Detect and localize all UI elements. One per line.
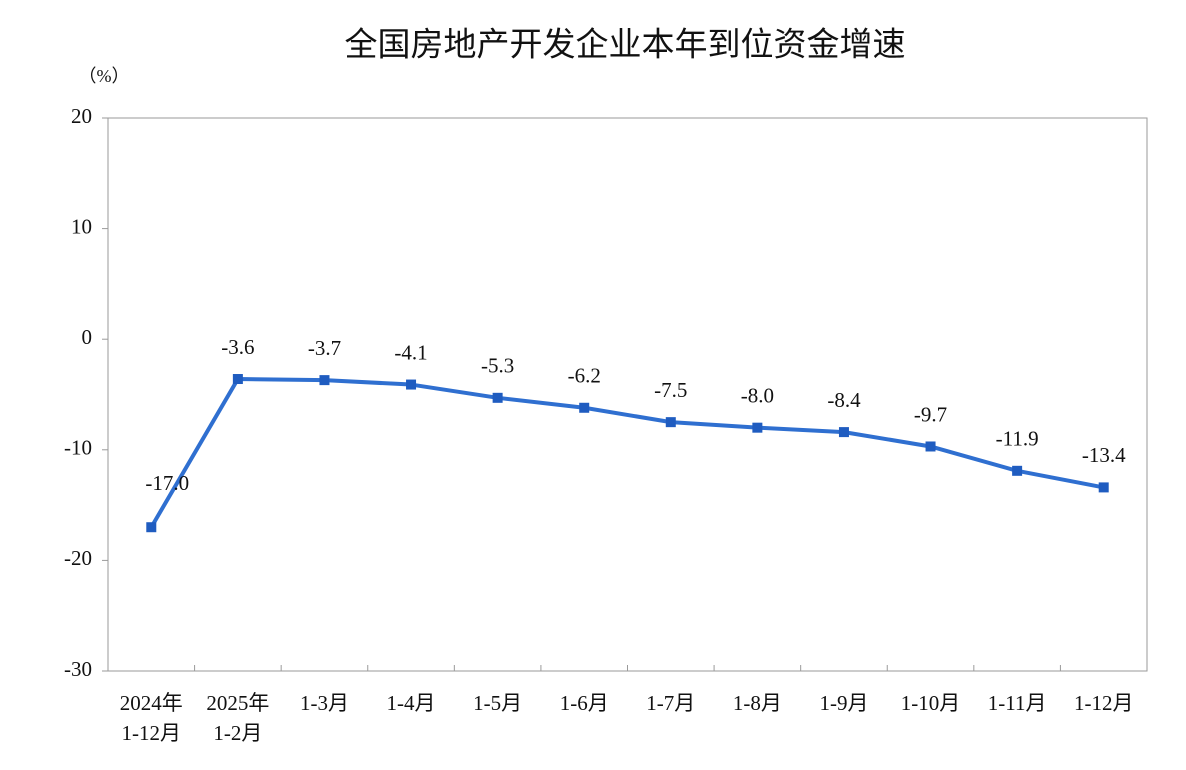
data-label: -13.4 xyxy=(1082,443,1126,467)
data-label: -3.7 xyxy=(308,336,341,360)
chart-title: 全国房地产开发企业本年到位资金增速 xyxy=(345,25,906,64)
marker xyxy=(665,417,676,428)
data-label: -6.2 xyxy=(568,364,601,388)
data-label: -8.0 xyxy=(741,383,774,407)
marker xyxy=(1012,465,1023,476)
y-tick-label: 10 xyxy=(71,214,92,238)
marker xyxy=(925,441,936,452)
y-tick-label: -30 xyxy=(64,657,92,681)
plot-frame xyxy=(107,117,1148,672)
line xyxy=(149,377,1105,529)
marker xyxy=(579,402,590,413)
marker xyxy=(838,427,849,438)
y-unit-label: （%） xyxy=(79,66,130,86)
y-tick-label: 0 xyxy=(82,325,93,349)
x-tick-label: 1-5月 xyxy=(473,691,523,715)
x-tick-label: 2024年 1-12月 xyxy=(119,691,183,745)
data-label: -3.6 xyxy=(221,335,254,359)
data-label: -4.1 xyxy=(394,340,427,364)
marker xyxy=(232,374,243,385)
data-label: -8.4 xyxy=(827,388,861,412)
x-tick-label: 1-3月 xyxy=(299,691,349,715)
x-tick-label: 1-4月 xyxy=(386,691,436,715)
marker xyxy=(492,392,503,403)
y-tick-label: -10 xyxy=(64,436,92,460)
data-label: -9.7 xyxy=(914,402,947,426)
data-label: -17.0 xyxy=(145,471,189,495)
marker xyxy=(752,422,763,433)
data-label: -7.5 xyxy=(654,378,687,402)
marker xyxy=(406,379,417,390)
marker xyxy=(146,522,157,533)
data-label: -5.3 xyxy=(481,354,514,378)
x-tick-label: 1-9月 xyxy=(819,691,869,715)
x-tick-label: 2025年 1-2月 xyxy=(206,691,270,745)
x-tick-label: 1-10月 xyxy=(900,691,961,715)
y-tick-label: -20 xyxy=(64,546,92,570)
marker xyxy=(319,375,330,386)
y-tick-label: 20 xyxy=(71,104,92,128)
x-tick-label: 1-6月 xyxy=(559,691,609,715)
x-tick-label: 1-7月 xyxy=(646,691,696,715)
x-tick-label: 1-11月 xyxy=(987,691,1047,715)
x-tick-label: 1-12月 xyxy=(1073,691,1134,715)
x-tick-label: 1-8月 xyxy=(732,691,782,715)
marker xyxy=(1098,482,1109,493)
data-label: -11.9 xyxy=(996,427,1039,451)
